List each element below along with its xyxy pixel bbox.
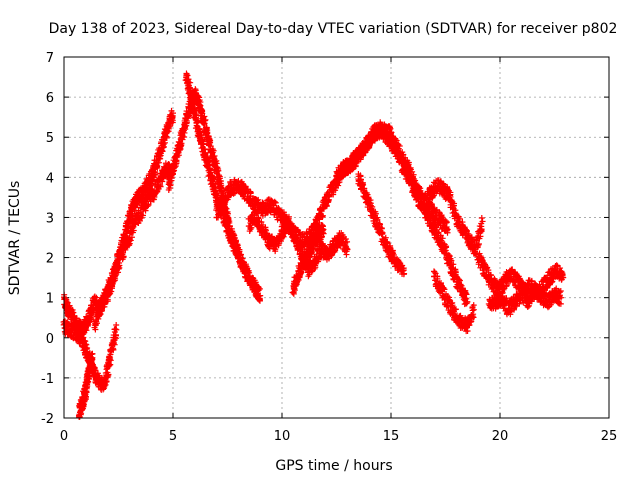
chart-title: Day 138 of 2023, Sidereal Day-to-day VTE… bbox=[49, 21, 618, 37]
data-point bbox=[112, 325, 119, 332]
data-point bbox=[64, 299, 71, 306]
data-point bbox=[82, 326, 89, 333]
y-tick-label: -1 bbox=[41, 372, 54, 387]
y-tick-label: -2 bbox=[41, 412, 54, 427]
x-axis: 0 5 10 15 20 25 bbox=[60, 57, 617, 444]
x-tick-label: 0 bbox=[60, 429, 68, 444]
y-tick-label: 4 bbox=[46, 171, 54, 186]
y-tick-label: 6 bbox=[46, 91, 54, 106]
x-tick-label: 20 bbox=[492, 429, 509, 444]
y-tick-label: 2 bbox=[46, 252, 54, 267]
y-tick-label: 0 bbox=[46, 332, 54, 347]
x-tick-label: 10 bbox=[274, 429, 291, 444]
y-tick-label: 3 bbox=[46, 211, 54, 226]
y-axis: -2 -1 0 1 2 3 4 5 6 7 bbox=[41, 51, 609, 427]
y-tick-label: 7 bbox=[46, 51, 54, 66]
x-tick-label: 15 bbox=[383, 429, 400, 444]
x-tick-label: 5 bbox=[169, 429, 177, 444]
y-tick-label: 1 bbox=[46, 292, 54, 307]
data-point bbox=[83, 327, 90, 334]
y-tick-label: 5 bbox=[46, 131, 54, 146]
data-points bbox=[60, 70, 567, 420]
x-tick-label: 25 bbox=[601, 429, 618, 444]
data-point bbox=[66, 302, 73, 309]
